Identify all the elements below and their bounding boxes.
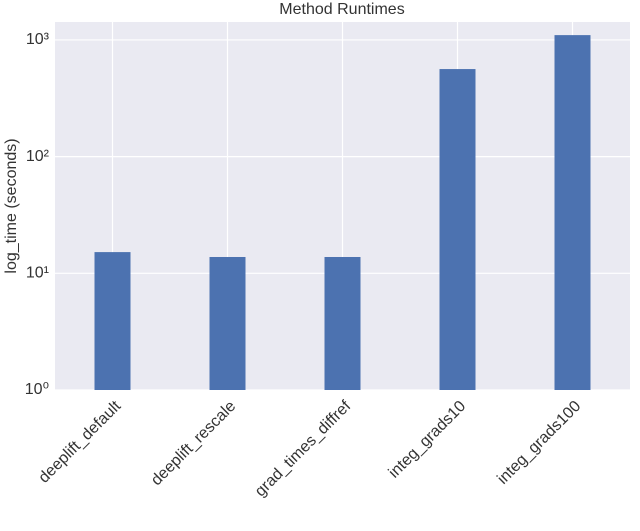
bar: [439, 69, 476, 390]
y-tick-label: 10⁰: [25, 381, 49, 398]
y-tick-label: 10³: [26, 31, 50, 48]
y-axis-label: log_time (seconds): [3, 138, 20, 273]
bar: [324, 256, 361, 390]
y-tick-label: 10²: [26, 148, 50, 165]
bar: [94, 252, 131, 390]
x-tick-label: grad_times_diffref: [252, 397, 355, 500]
y-tick-label: 10¹: [26, 265, 49, 282]
bar: [209, 256, 246, 390]
bar: [554, 35, 591, 390]
chart-title: Method Runtimes: [279, 1, 404, 18]
x-tick-label: integ_grads10: [386, 398, 470, 482]
x-tick-label: deeplift_rescale: [148, 398, 239, 489]
x-tick-label: integ_grads100: [494, 398, 584, 488]
x-tick-label: deeplift_default: [36, 397, 125, 486]
